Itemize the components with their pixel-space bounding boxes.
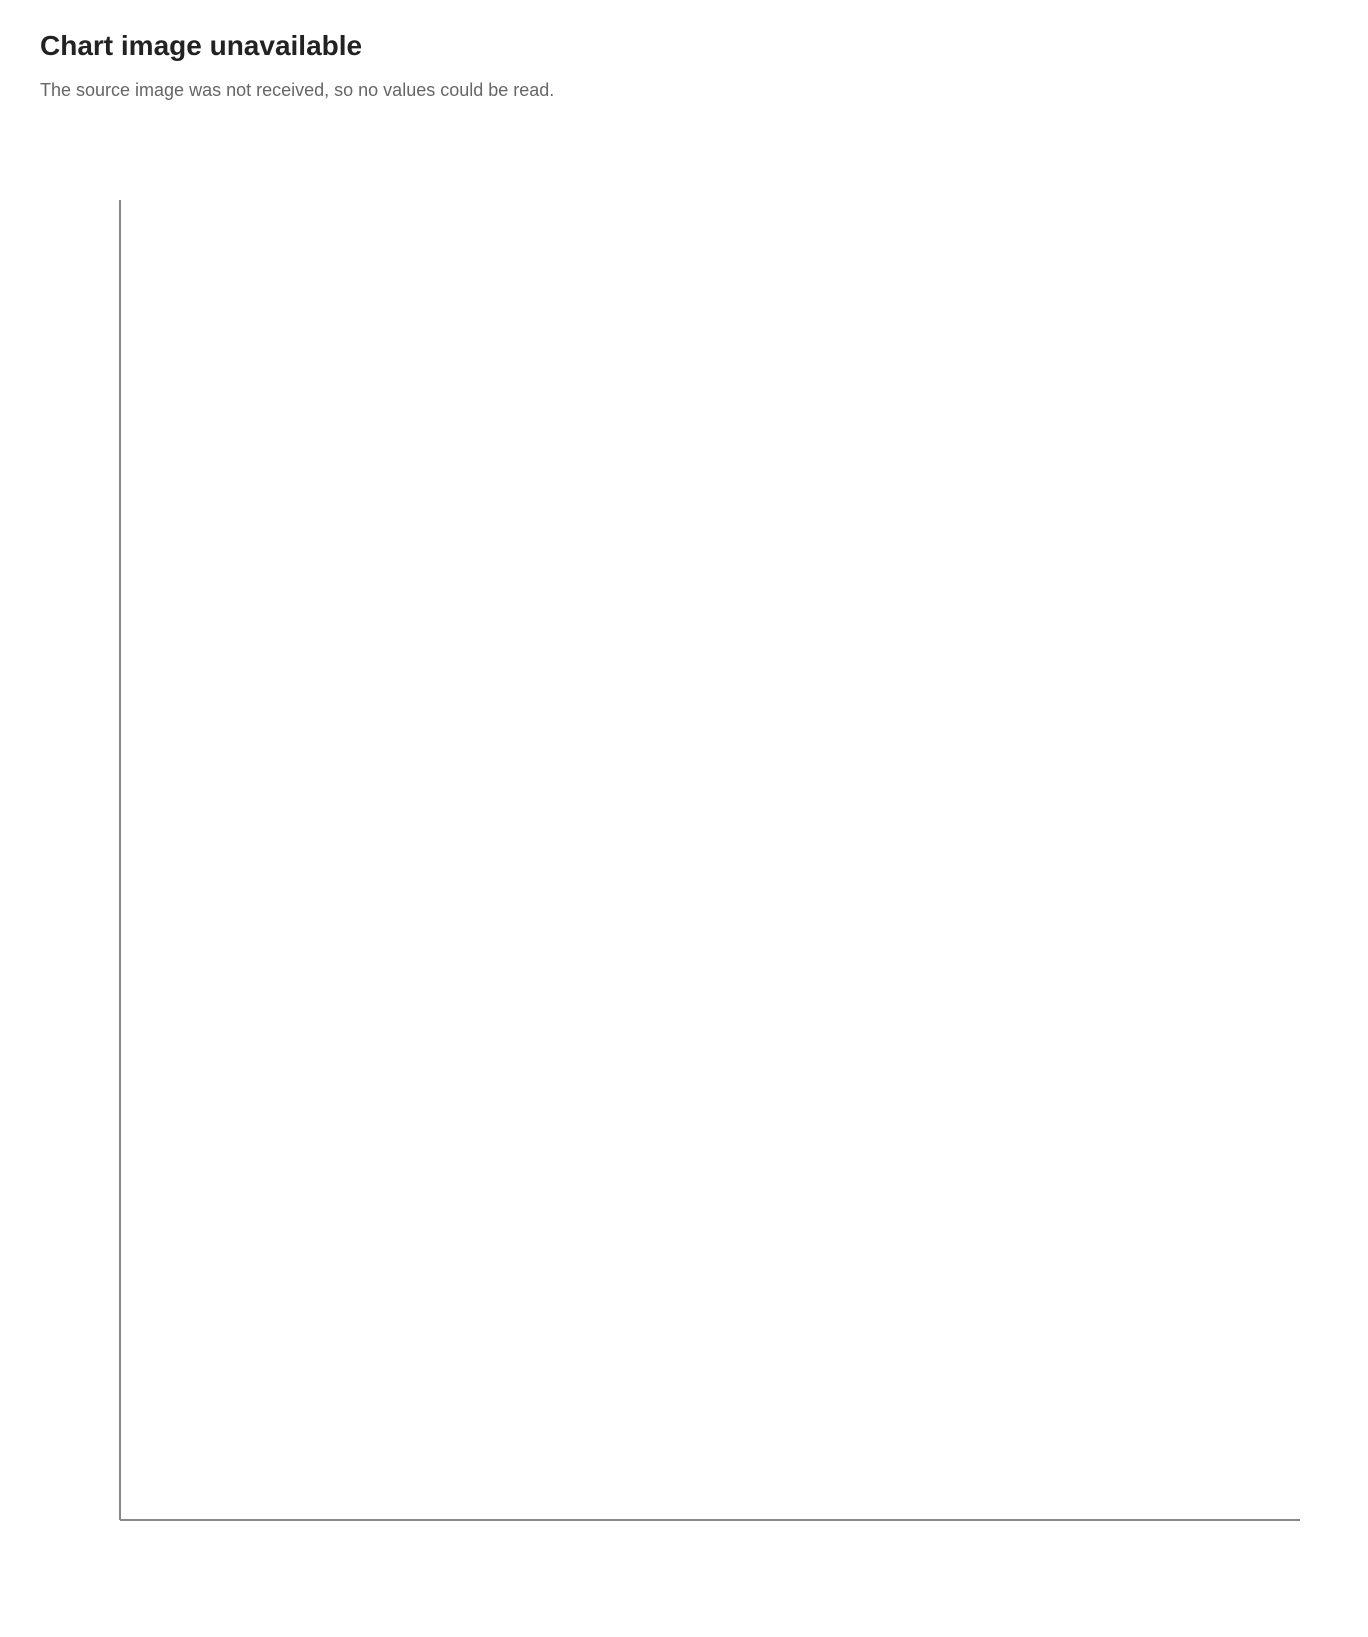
chart-title: Chart image unavailable: [40, 30, 363, 61]
chart-note: The source image was not received, so no…: [40, 80, 555, 100]
